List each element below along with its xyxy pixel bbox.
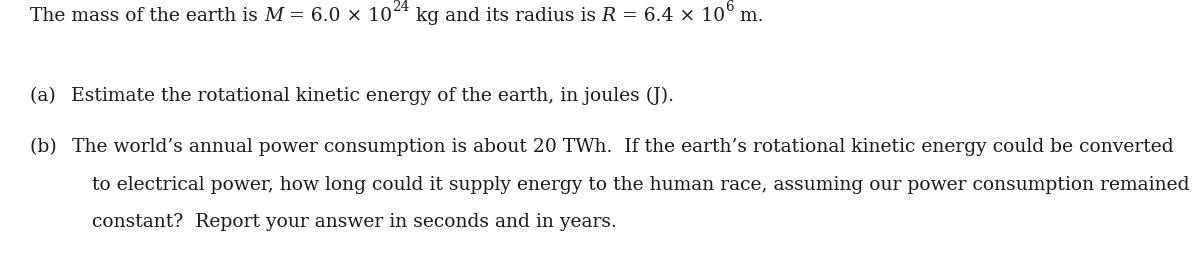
Text: kg and its radius is: kg and its radius is	[409, 7, 601, 25]
Text: M: M	[264, 7, 283, 25]
Text: constant?  Report your answer in seconds and in years.: constant? Report your answer in seconds …	[92, 213, 617, 231]
Text: m.: m.	[733, 7, 763, 25]
Text: = 6.4 × 10: = 6.4 × 10	[616, 7, 725, 25]
Text: R: R	[601, 7, 616, 25]
Text: (b)  The world’s annual power consumption is about 20 TWh.  If the earth’s rotat: (b) The world’s annual power consumption…	[30, 138, 1174, 156]
Text: The mass of the earth is: The mass of the earth is	[30, 7, 264, 25]
Text: 24: 24	[392, 0, 409, 14]
Text: = 6.0 × 10: = 6.0 × 10	[283, 7, 392, 25]
Text: 6: 6	[725, 0, 733, 14]
Text: (a)  Estimate the rotational kinetic energy of the earth, in joules (J).: (a) Estimate the rotational kinetic ener…	[30, 87, 674, 105]
Text: to electrical power, how long could it supply energy to the human race, assuming: to electrical power, how long could it s…	[92, 176, 1190, 194]
